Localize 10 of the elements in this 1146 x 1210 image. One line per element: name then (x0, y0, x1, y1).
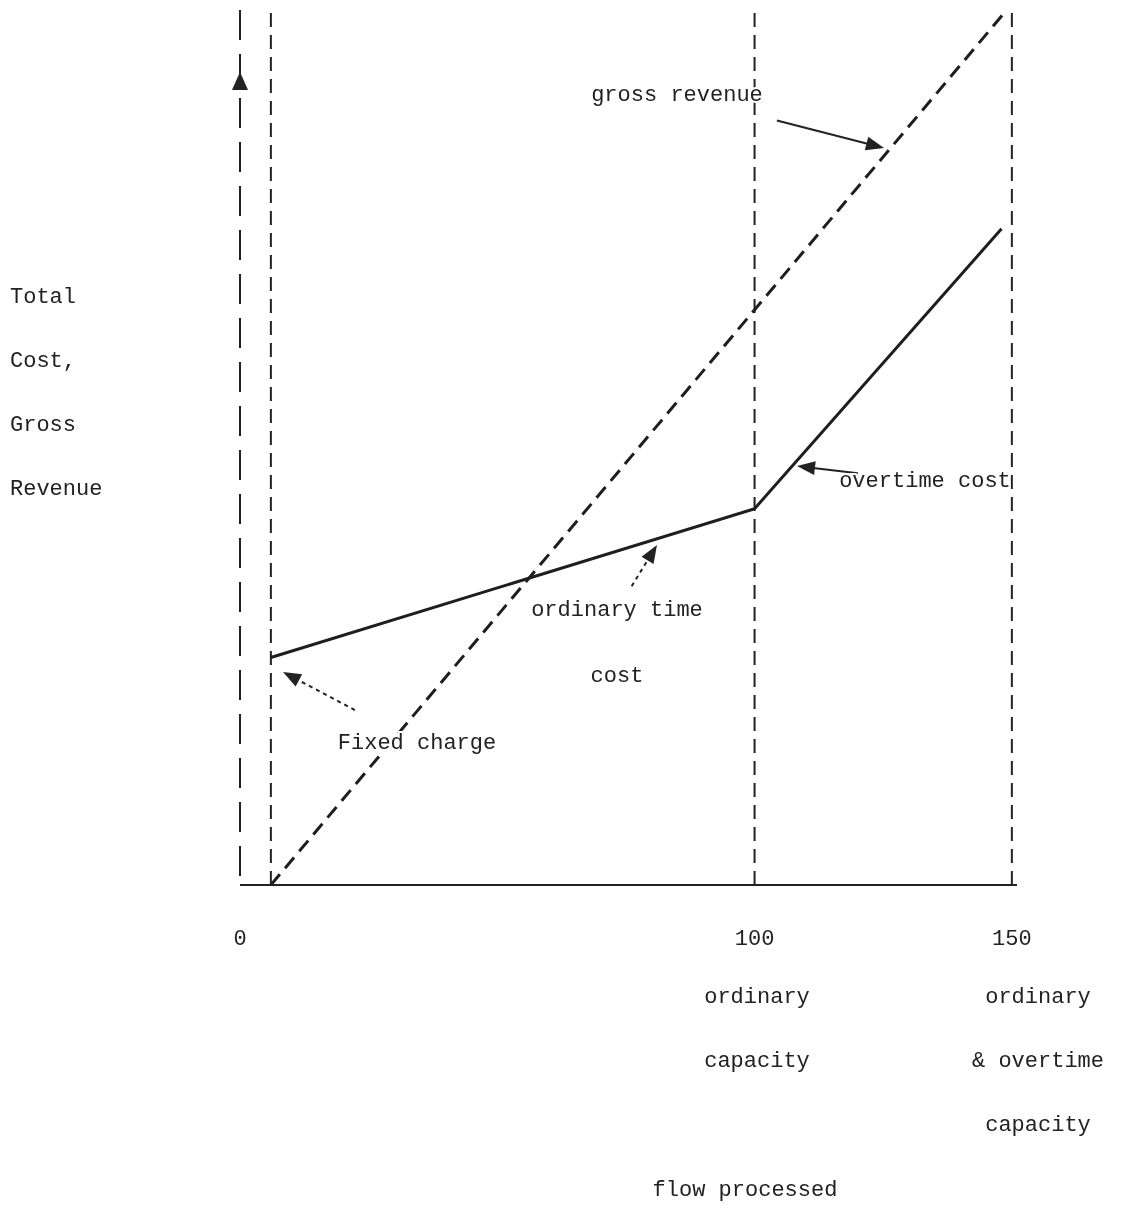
annotation: gross revenue (591, 82, 763, 108)
text: Total Cost, Gross Revenue (10, 285, 103, 502)
x-tick-label: 100 (734, 927, 775, 952)
text: ordinary & overtime capacity (971, 984, 1105, 1138)
x-tick-label: 150 (992, 927, 1032, 952)
text: flow processed (652, 1177, 838, 1203)
text: ordinary time cost (531, 597, 703, 689)
x-tick-label: 0 (233, 927, 247, 952)
annotation: overtime cost (839, 468, 1011, 494)
text: ordinary capacity (704, 984, 810, 1074)
